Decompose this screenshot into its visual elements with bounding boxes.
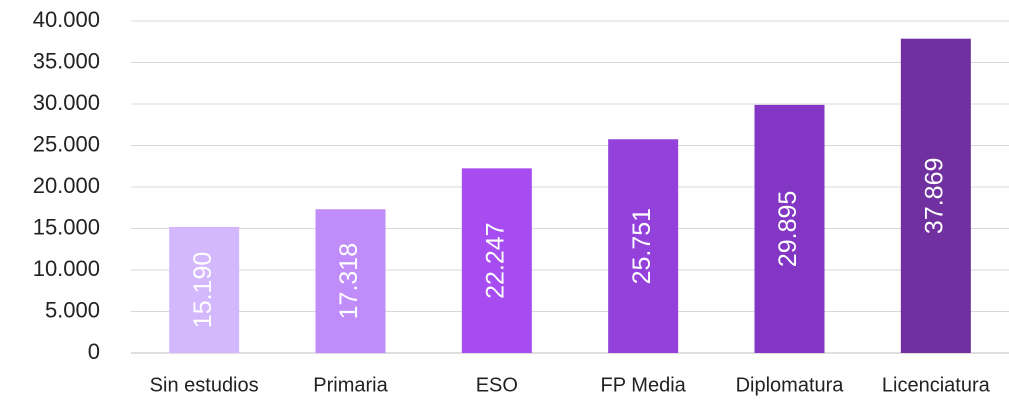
y-tick-label: 15.000 xyxy=(33,214,100,239)
value-label: 22.247 xyxy=(481,222,509,298)
bar xyxy=(900,38,971,353)
y-tick-label: 10.000 xyxy=(33,256,100,281)
y-tick-label: 0 xyxy=(88,339,100,364)
y-tick-label: 25.000 xyxy=(33,131,100,156)
bar xyxy=(315,209,386,353)
y-tick-label: 35.000 xyxy=(33,48,100,73)
bar xyxy=(169,226,240,353)
x-tick-label: ESO xyxy=(476,374,518,396)
value-label: 29.895 xyxy=(774,191,802,267)
y-tick-label: 20.000 xyxy=(33,173,100,198)
x-tick-label: Primaria xyxy=(313,374,388,396)
value-label: 25.751 xyxy=(628,208,656,284)
bar xyxy=(608,139,679,353)
x-tick-label: FP Media xyxy=(601,374,687,396)
value-label: 15.190 xyxy=(189,252,217,328)
x-tick-label: Diplomatura xyxy=(736,374,845,396)
bar xyxy=(754,104,825,354)
bar xyxy=(461,168,532,353)
y-tick-label: 30.000 xyxy=(33,90,100,115)
y-tick-label: 5.000 xyxy=(45,297,100,322)
x-tick-label: Sin estudios xyxy=(150,374,259,396)
value-label: 37.869 xyxy=(920,158,948,234)
x-tick-label: Licenciatura xyxy=(882,374,991,396)
y-tick-label: 40.000 xyxy=(33,7,100,32)
value-label: 17.318 xyxy=(335,243,363,319)
